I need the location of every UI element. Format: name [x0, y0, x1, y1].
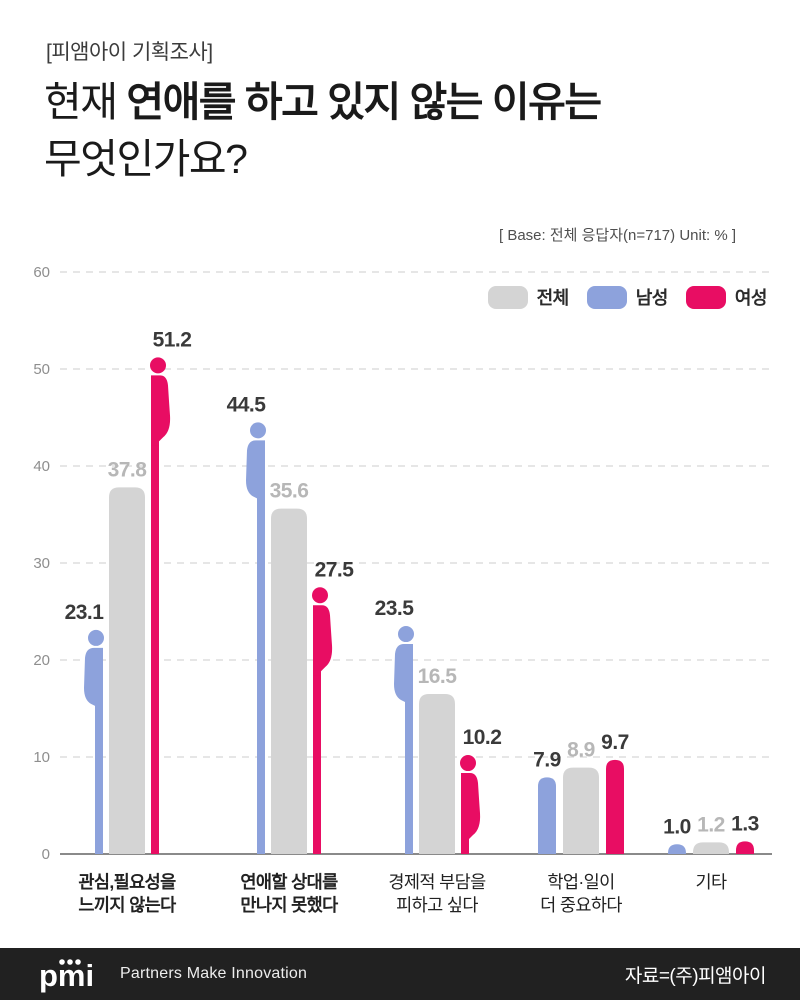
female-pictogram-body [461, 773, 481, 844]
male-pictogram-body [394, 644, 413, 715]
value-label: 23.1 [65, 601, 105, 624]
y-tick-label: 10 [33, 749, 50, 766]
y-tick-label: 0 [42, 846, 50, 863]
bar-stem [313, 647, 321, 854]
legend-label: 여성 [734, 288, 768, 308]
y-tick-label: 50 [33, 361, 50, 378]
bar [736, 841, 754, 854]
pmi-logo: pmi [38, 955, 104, 993]
value-label: 35.6 [270, 480, 309, 503]
category-label: 관심,필요성을 느끼지 않는다 [78, 872, 176, 915]
y-tick-label: 40 [33, 458, 50, 475]
value-label: 1.0 [663, 815, 691, 838]
legend-swatch [487, 285, 528, 309]
female-pictogram-head [312, 587, 328, 604]
bar [109, 487, 145, 854]
base-note: [ Base: 전체 응답자(n=717) Unit: % ] [499, 227, 736, 244]
legend-label: 전체 [536, 288, 570, 308]
male-pictogram-body [246, 440, 265, 511]
value-label: 44.5 [227, 393, 267, 416]
male-pictogram-head [88, 629, 104, 646]
value-label: 1.3 [731, 812, 759, 835]
bar [538, 777, 556, 854]
female-pictogram-head [460, 755, 476, 772]
value-label: 8.9 [567, 739, 595, 762]
bar [563, 767, 599, 854]
y-tick-label: 30 [33, 555, 50, 572]
category-label: 연애할 상대를 만나지 못했다 [240, 872, 338, 915]
legend-item: 여성 [685, 284, 768, 310]
female-pictogram-head [150, 357, 166, 374]
legend-item: 남성 [586, 284, 669, 310]
legend-swatch [685, 285, 726, 309]
value-label: 1.2 [697, 813, 725, 836]
bar [693, 842, 729, 854]
bar-stem [95, 689, 103, 854]
value-label: 23.5 [375, 597, 415, 620]
title-emphasis: 연애를 하고 있지 않는 이유는 [126, 79, 602, 125]
source-credit: 자료=(주)피앰아이 [624, 965, 767, 987]
female-pictogram-body [313, 605, 333, 676]
title-line2: 무엇인가요? [44, 136, 248, 183]
value-label: 16.5 [418, 665, 458, 688]
female-pictogram-body [151, 375, 171, 446]
y-tick-label: 60 [33, 264, 50, 281]
male-pictogram-body [84, 647, 103, 718]
legend-label: 남성 [635, 288, 669, 308]
value-label: 51.2 [153, 328, 192, 351]
category-label: 기타 [696, 872, 727, 892]
value-label: 10.2 [463, 726, 502, 749]
chart-legend: 전체 남성 여성 [487, 284, 768, 310]
value-label: 37.8 [108, 458, 148, 481]
value-label: 7.9 [533, 748, 561, 771]
bar [606, 759, 624, 854]
bar-stem [257, 482, 265, 854]
bar [271, 508, 307, 854]
pmi-logo-text: pmi [39, 958, 94, 993]
bar-chart: 0 10 20 30 40 50 60 23.1 44.5 23.5 7.9 1.0 37.8 35.6 1… [33, 264, 772, 915]
male-pictogram-head [398, 626, 414, 643]
bar-stem [405, 686, 413, 854]
male-pictogram-head [250, 422, 266, 439]
category-label: 학업·일이 더 중요하다 [540, 872, 622, 915]
bar [419, 693, 455, 854]
pmi-logo-graphic: pmi [39, 958, 94, 993]
page-title: 현재 연애를 하고 있지 않는 이유는 무엇인가요? [44, 74, 602, 189]
category-label: 경제적 부담을 피하고 싶다 [388, 872, 486, 915]
footer-bar: pmi Partners Make Innovation 자료=(주)피앰아이 [0, 948, 800, 1000]
value-label: 9.7 [601, 731, 629, 754]
eyebrow-label: [피앰아이 기획조사] [46, 41, 213, 64]
footer-tagline: Partners Make Innovation [120, 965, 308, 982]
legend-swatch [586, 285, 627, 309]
bar [668, 844, 686, 854]
value-label: 27.5 [315, 558, 355, 581]
legend-item: 전체 [487, 284, 570, 310]
y-tick-label: 20 [33, 652, 50, 669]
title-line1: 현재 연애를 하고 있지 않는 이유는 [44, 79, 602, 125]
bar-stem [151, 417, 159, 854]
